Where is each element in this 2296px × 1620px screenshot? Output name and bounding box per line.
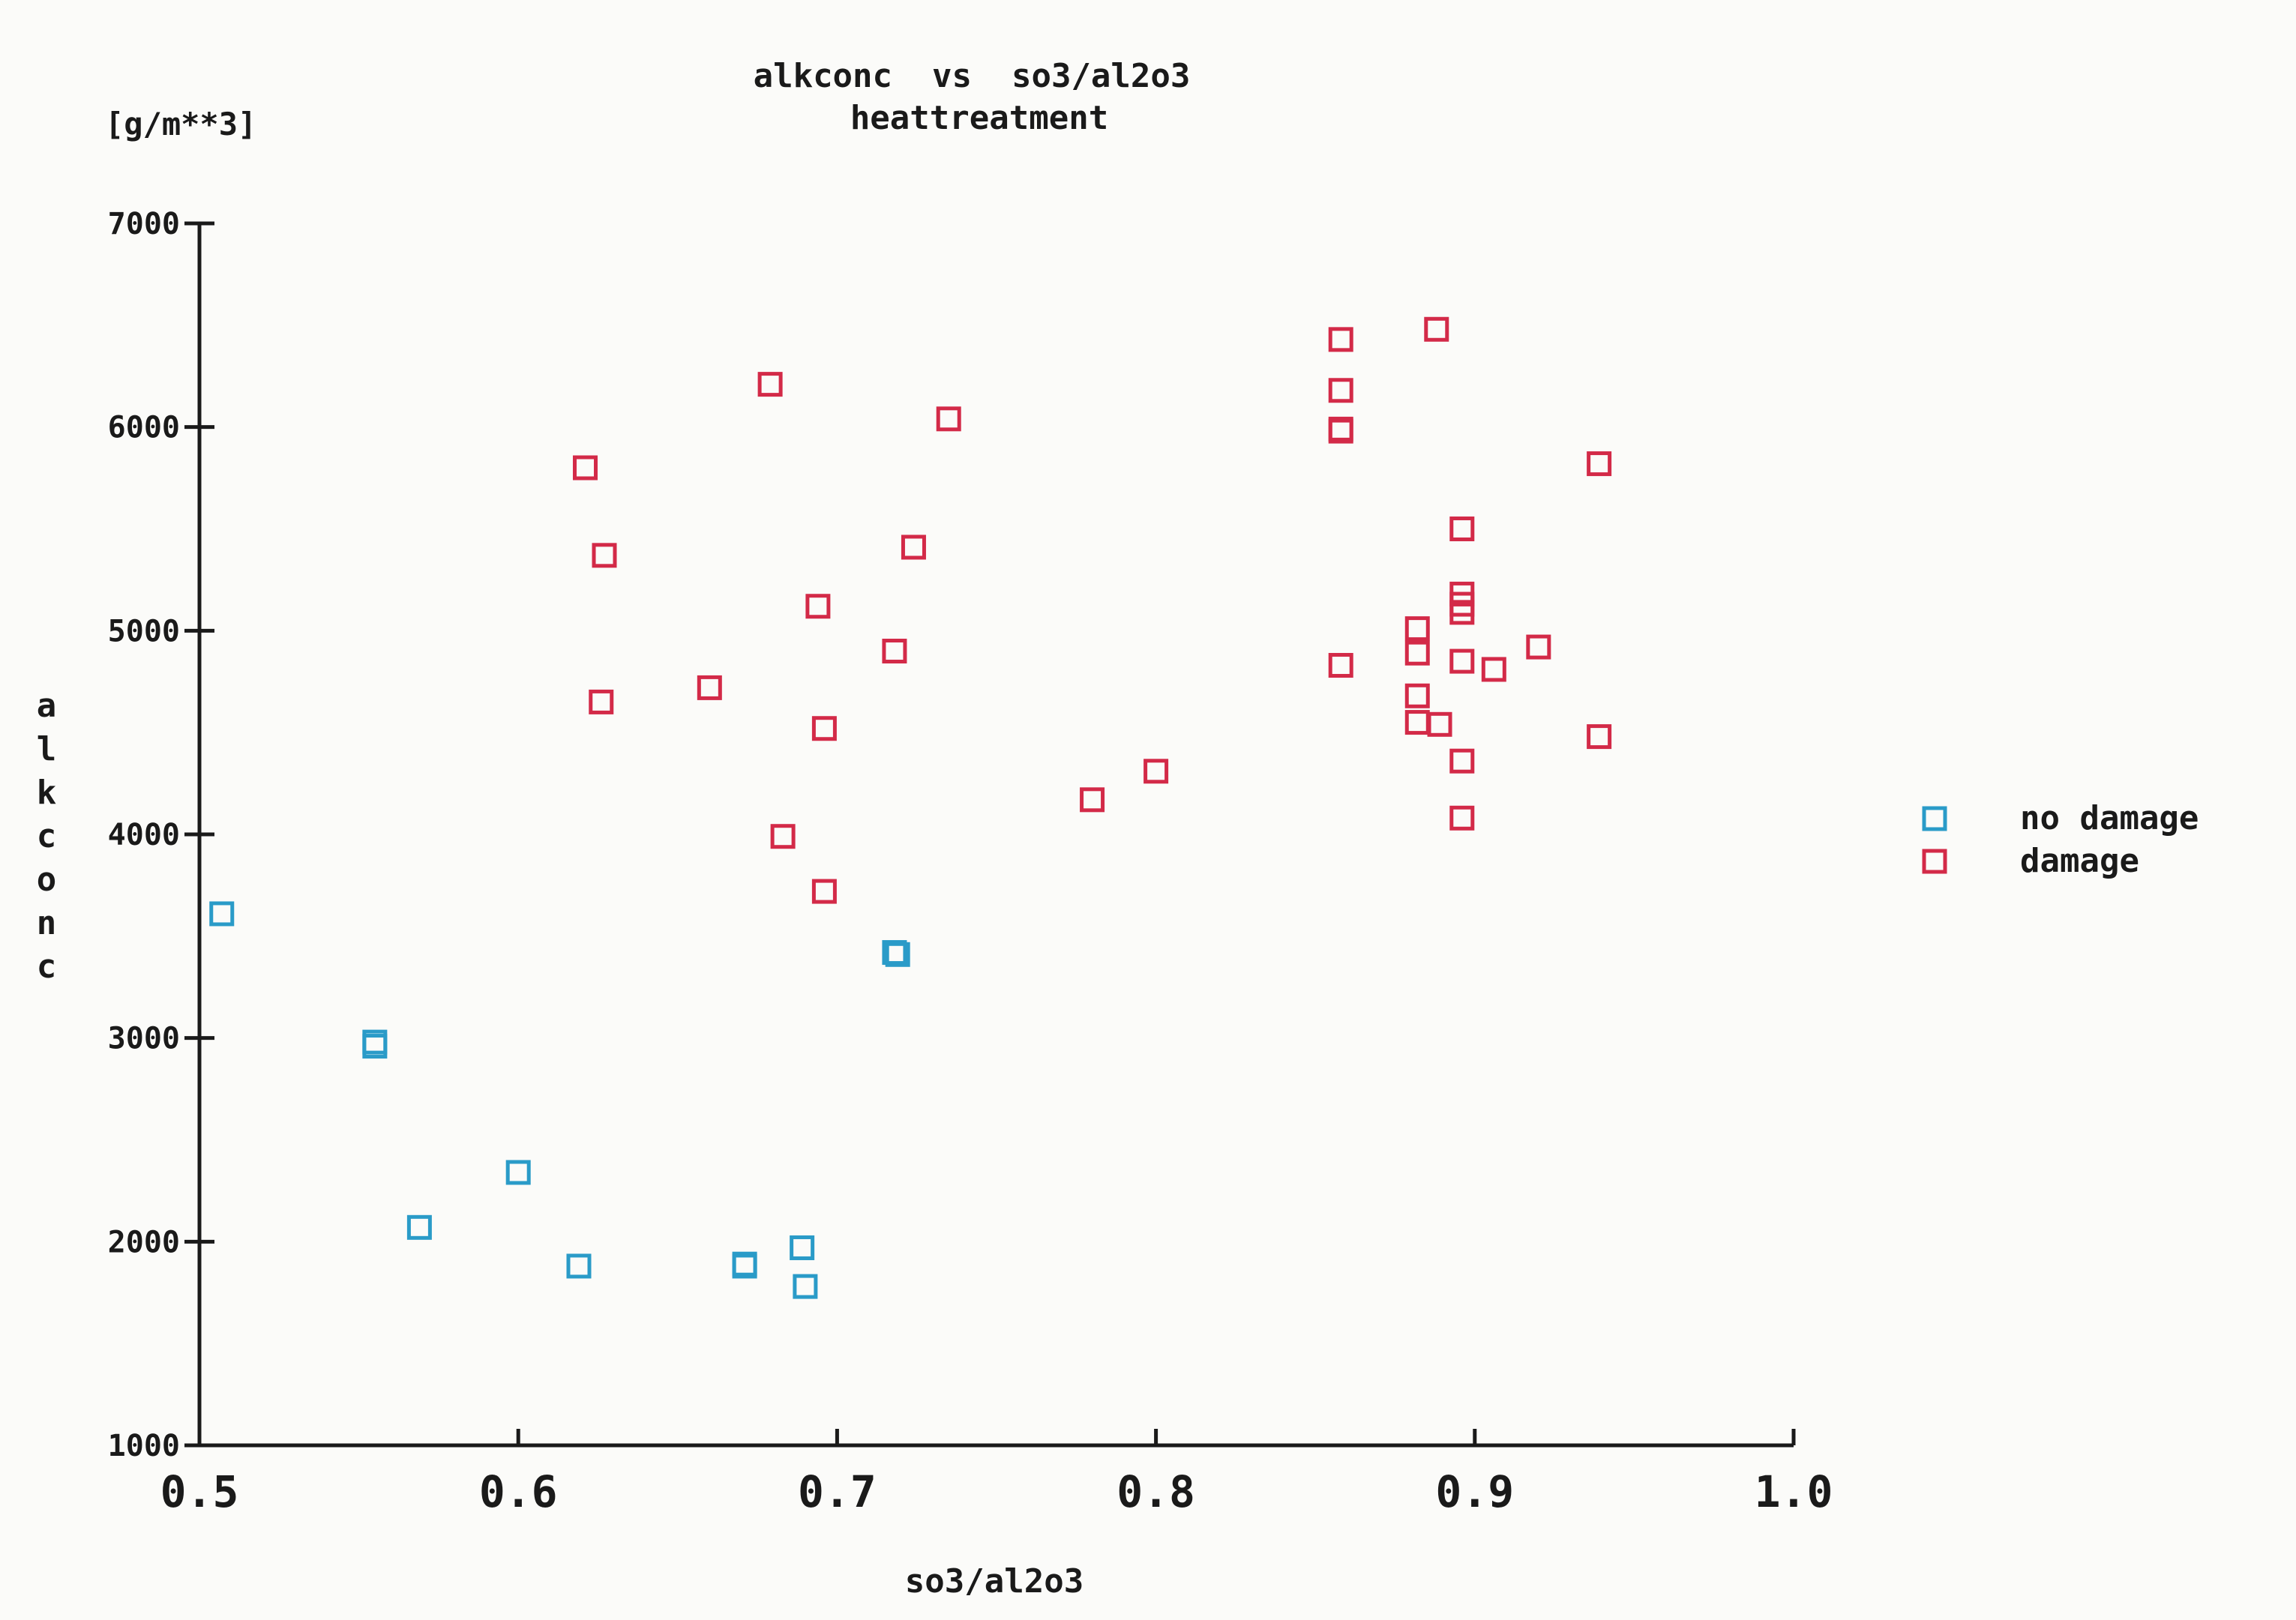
point-no-damage bbox=[566, 1253, 592, 1279]
y-tick-label: 4000 bbox=[108, 818, 180, 852]
legend-marker bbox=[1922, 806, 1947, 831]
point-damage bbox=[1328, 327, 1353, 352]
data-points bbox=[209, 316, 1612, 1299]
x-tick-label: 0.6 bbox=[479, 1466, 558, 1517]
point-damage bbox=[1424, 316, 1449, 342]
point-no-damage bbox=[505, 1160, 531, 1185]
x-tick-label: 0.5 bbox=[160, 1466, 239, 1517]
chart-title: alkconc vs so3/al2o3 bbox=[754, 57, 1191, 95]
y-axis-label-letter: o bbox=[37, 861, 57, 899]
point-damage bbox=[1080, 787, 1105, 813]
legend-marker bbox=[1922, 849, 1947, 874]
y-tick-label: 6000 bbox=[108, 411, 180, 445]
point-damage bbox=[901, 535, 926, 560]
point-damage bbox=[592, 543, 617, 568]
y-axis-label-letter: k bbox=[37, 774, 57, 812]
x-tick-label: 0.9 bbox=[1435, 1466, 1514, 1517]
point-damage bbox=[1449, 517, 1475, 541]
point-damage bbox=[1328, 418, 1353, 444]
point-damage bbox=[1526, 634, 1551, 660]
x-axis-label: so3/al2o3 bbox=[905, 1562, 1084, 1601]
point-damage bbox=[1328, 378, 1353, 403]
point-damage bbox=[1404, 710, 1430, 735]
point-damage bbox=[770, 824, 796, 849]
y-axis-label-letter: a bbox=[37, 687, 57, 725]
point-damage bbox=[1144, 759, 1169, 784]
point-damage bbox=[1449, 748, 1475, 774]
x-tick-label: 0.8 bbox=[1117, 1466, 1195, 1517]
y-axis-label-letter: c bbox=[37, 948, 57, 986]
y-tick-label: 2000 bbox=[108, 1225, 180, 1259]
point-damage bbox=[1449, 805, 1475, 831]
point-damage bbox=[1427, 711, 1452, 737]
point-no-damage bbox=[882, 940, 907, 966]
legend: no damage damage bbox=[1922, 799, 2199, 880]
legend-label: no damage bbox=[2020, 799, 2199, 837]
chart-subtitle: heattreatment bbox=[850, 99, 1108, 137]
point-no-damage bbox=[406, 1214, 432, 1240]
x-tick-label: 1.0 bbox=[1755, 1466, 1833, 1517]
point-no-damage bbox=[732, 1251, 757, 1277]
point-damage bbox=[697, 675, 722, 700]
y-axis-label: alkconc bbox=[37, 687, 57, 986]
y-axis-unit: [g/m**3] bbox=[105, 106, 256, 142]
point-damage bbox=[811, 879, 837, 904]
point-damage bbox=[1481, 657, 1506, 682]
legend-label: damage bbox=[2020, 842, 2139, 880]
point-no-damage bbox=[790, 1235, 815, 1260]
point-no-damage bbox=[362, 1034, 388, 1059]
y-tick-label: 7000 bbox=[108, 207, 180, 241]
point-damage bbox=[1587, 724, 1612, 750]
point-damage bbox=[805, 594, 831, 619]
point-damage bbox=[1587, 451, 1612, 477]
point-no-damage bbox=[209, 901, 235, 927]
x-tick-label: 0.7 bbox=[798, 1466, 877, 1517]
axes: 0.5 0.6 0.7 0.8 0.9 1.0 1000 2000 3000 4000 5000 60… bbox=[108, 207, 1833, 1517]
point-no-damage bbox=[885, 942, 910, 967]
point-damage bbox=[1404, 683, 1430, 708]
point-no-damage bbox=[793, 1274, 818, 1299]
y-tick-label: 5000 bbox=[108, 614, 180, 648]
y-axis-label-letter: l bbox=[37, 730, 57, 768]
point-damage bbox=[1404, 616, 1430, 642]
point-damage bbox=[936, 406, 961, 432]
point-damage bbox=[1449, 600, 1475, 625]
point-damage bbox=[572, 455, 598, 481]
point-damage bbox=[1404, 640, 1430, 666]
point-damage bbox=[757, 372, 783, 397]
y-axis-label-letter: n bbox=[37, 904, 57, 942]
point-damage bbox=[882, 639, 907, 663]
point-damage bbox=[589, 689, 614, 714]
point-damage bbox=[1449, 648, 1475, 674]
point-damage bbox=[811, 716, 837, 741]
y-tick-label: 1000 bbox=[108, 1429, 180, 1463]
point-damage bbox=[1328, 653, 1353, 678]
y-tick-label: 3000 bbox=[108, 1022, 180, 1056]
y-axis-label-letter: c bbox=[37, 817, 57, 855]
